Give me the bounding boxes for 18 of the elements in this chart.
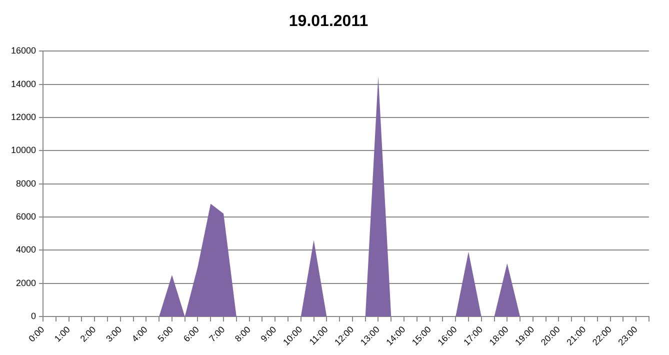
y-tick-label: 12000: [10, 112, 36, 122]
x-tick-label: 7:00: [207, 324, 227, 344]
x-tick-label: 9:00: [258, 324, 278, 344]
x-tick-label: 5:00: [156, 324, 176, 344]
y-tick-label: 8000: [16, 178, 36, 188]
x-tick-label: 4:00: [130, 324, 150, 344]
x-tick-label: 6:00: [181, 324, 201, 344]
y-tick-label: 10000: [10, 145, 36, 156]
chart-title: 19.01.2011: [288, 13, 368, 30]
x-tick-label: 0:00: [26, 324, 46, 344]
y-tick-label: 16000: [10, 46, 36, 56]
x-tick-label: 3:00: [104, 324, 124, 344]
x-tick-label: 8:00: [233, 324, 252, 344]
y-tick-label: 14000: [10, 78, 36, 89]
y-tick-label: 2000: [16, 278, 36, 288]
y-tick-label: 0: [31, 310, 36, 321]
y-tick-label: 6000: [16, 211, 36, 222]
y-tick-label: 4000: [16, 244, 36, 255]
